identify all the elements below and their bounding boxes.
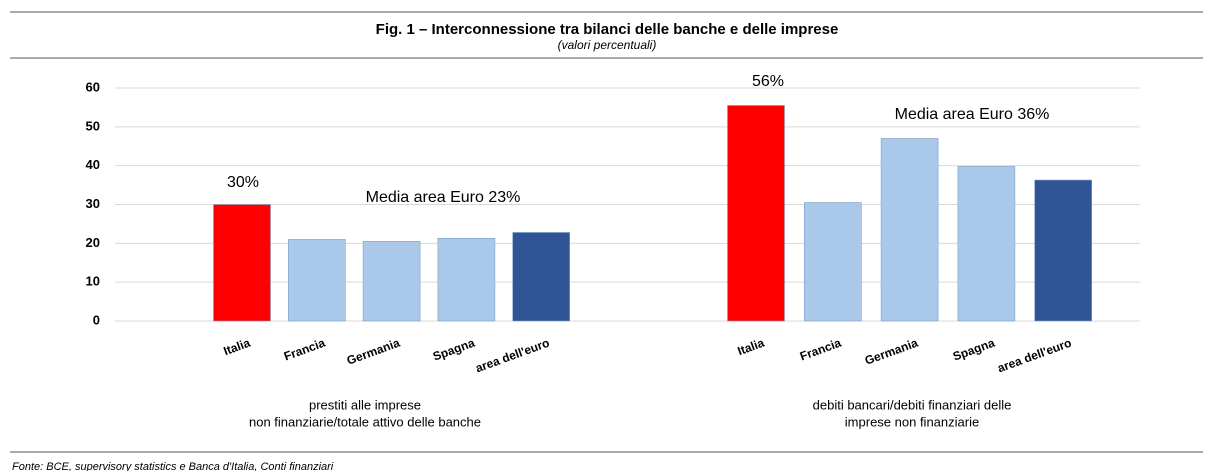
y-tick-label: 20 <box>86 235 100 250</box>
bar <box>362 241 421 322</box>
bar <box>213 204 271 322</box>
x-tick-label: Italia <box>222 336 253 359</box>
y-tick-label: 60 <box>86 79 100 94</box>
x-tick-label: Spagna <box>431 336 477 364</box>
annotation: 30% <box>227 174 259 191</box>
bar <box>727 105 785 322</box>
x-tick-label: area dell'euro <box>996 336 1074 376</box>
group-label: prestiti alle imprese <box>309 397 421 412</box>
x-tick-label: Italia <box>736 336 767 359</box>
x-tick-label: Francia <box>798 336 843 364</box>
annotation: Media area Euro 36% <box>895 106 1050 123</box>
bar <box>957 166 1016 322</box>
bar <box>880 138 939 322</box>
bar <box>803 202 862 322</box>
x-tick-label: Germania <box>863 336 920 368</box>
y-tick-label: 10 <box>86 274 100 289</box>
chart-title: Fig. 1 – Interconnessione tra bilanci de… <box>376 21 839 38</box>
y-tick-label: 40 <box>86 157 100 172</box>
x-tick-label: Spagna <box>951 336 997 364</box>
y-tick-label: 50 <box>86 118 100 133</box>
source: Fonte: BCE, supervisory statistics e Ban… <box>12 461 334 471</box>
bar <box>1034 179 1092 322</box>
bar <box>512 232 571 322</box>
group-label: imprese non finanziarie <box>845 414 979 429</box>
bar <box>437 237 496 322</box>
y-tick-label: 30 <box>86 196 100 211</box>
x-tick-label: area dell'euro <box>474 336 552 376</box>
x-tick-label: Francia <box>282 336 327 364</box>
annotation: Media area Euro 23% <box>366 189 521 206</box>
group-label: debiti bancari/debiti finanziari delle <box>813 397 1012 412</box>
chart-subtitle: (valori percentuali) <box>558 38 657 52</box>
x-tick-label: Germania <box>345 336 402 368</box>
bar <box>287 239 346 322</box>
annotation: 56% <box>752 73 784 90</box>
y-tick-label: 0 <box>93 312 100 327</box>
group-label: non finanziarie/totale attivo delle banc… <box>249 414 481 429</box>
